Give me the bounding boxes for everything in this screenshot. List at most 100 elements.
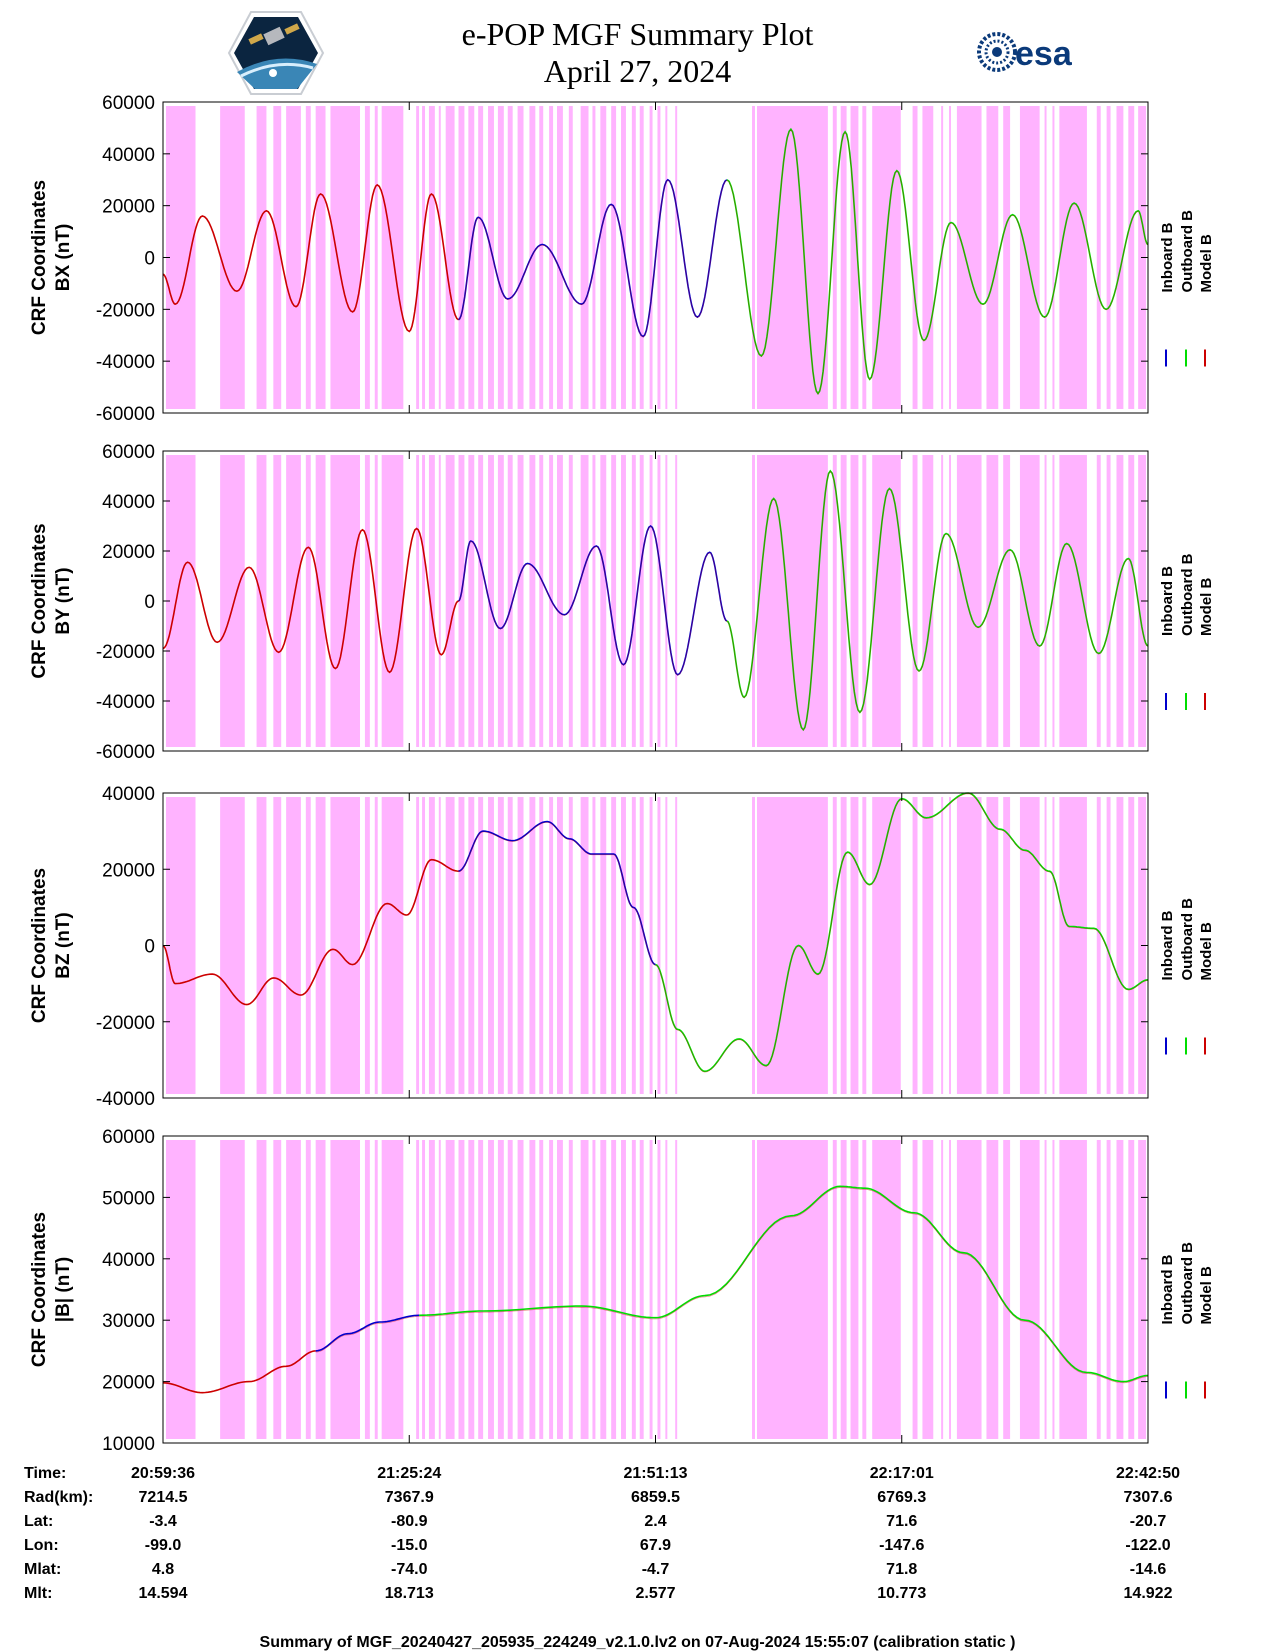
shaded-interval: [445, 106, 455, 409]
shaded-interval: [220, 106, 245, 409]
row-value: -4.7: [641, 1561, 670, 1578]
shaded-interval: [840, 1140, 847, 1439]
legend-label-outboard: Outboard B: [1179, 553, 1196, 636]
shaded-interval: [330, 106, 360, 409]
shaded-interval: [416, 455, 420, 747]
panel-4: 60000 50000 40000 30000 20000 10000 CRF Coordi…: [29, 1127, 1215, 1455]
shaded-interval: [220, 455, 245, 747]
y-tick-label: 0: [144, 592, 155, 613]
row-value: 10.773: [877, 1585, 927, 1602]
shaded-interval: [872, 455, 901, 747]
shaded-interval: [497, 797, 504, 1094]
legend-label-model: Model B: [1198, 234, 1215, 292]
legend-label-model: Model B: [1198, 578, 1215, 636]
shaded-interval: [374, 106, 378, 409]
y-tick-label: -20000: [96, 300, 155, 321]
y-tick-label: 30000: [102, 1311, 155, 1332]
shaded-interval: [1003, 106, 1011, 409]
shaded-interval: [1106, 106, 1111, 409]
shaded-interval: [422, 1140, 426, 1439]
y-axis-label-line1: CRF Coordinates: [29, 523, 50, 678]
series-model-b-overlay: [419, 1187, 1148, 1384]
shaded-interval: [850, 455, 859, 747]
legend-label-inboard: Inboard B: [1159, 1254, 1176, 1324]
shaded-interval: [273, 1140, 282, 1439]
shaded-interval: [529, 797, 536, 1094]
shaded-interval: [458, 1140, 465, 1439]
y-tick-label: 0: [144, 249, 155, 270]
y-tick-label: 10000: [102, 1434, 155, 1455]
shaded-interval: [631, 797, 636, 1094]
row-value: 4.8: [151, 1561, 175, 1578]
shaded-interval: [639, 455, 644, 747]
series-model-b: [162, 527, 459, 674]
y-tick-label: 0: [144, 937, 155, 958]
shaded-interval: [1128, 455, 1135, 747]
row-value: -15.0: [391, 1537, 428, 1554]
shaded-interval: [922, 797, 934, 1094]
shaded-interval: [956, 455, 982, 747]
y-axis-label: CRF Coordinates BZ (nT): [29, 868, 74, 1023]
shaded-interval: [840, 106, 847, 409]
y-tick-label: -20000: [96, 1013, 155, 1034]
legend-label-inboard: Inboard B: [1159, 910, 1176, 980]
shaded-interval: [315, 1140, 326, 1439]
shaded-interval: [657, 797, 661, 1094]
panel-1: 60000 40000 20000 0 -20000 -40000 -60000 CRF Co…: [29, 93, 1215, 425]
shaded-interval: [286, 1140, 301, 1439]
shaded-interval: [649, 797, 653, 1094]
shaded-interval: [665, 1140, 668, 1439]
shaded-interval: [912, 455, 918, 747]
shaded-interval: [600, 455, 607, 747]
series-model-b-overlay: [726, 129, 1149, 395]
shaded-interval: [422, 106, 426, 409]
shaded-interval: [986, 455, 999, 747]
shaded-interval: [752, 1140, 755, 1439]
shaded-interval: [529, 106, 536, 409]
shaded-interval: [165, 106, 196, 409]
row-value: 71.8: [886, 1561, 918, 1578]
row-value: 7214.5: [138, 1489, 188, 1506]
shaded-interval: [649, 106, 653, 409]
shaded-interval: [517, 455, 524, 747]
legend-label-model: Model B: [1198, 922, 1215, 980]
shaded-interval: [639, 1140, 644, 1439]
shaded-interval: [649, 455, 653, 747]
shaded-interval: [1044, 455, 1047, 747]
shaded-interval: [1044, 797, 1047, 1094]
shaded-interval: [922, 1140, 934, 1439]
cassiope-logo: [227, 11, 325, 95]
shaded-interval: [273, 106, 282, 409]
y-axis-label: CRF Coordinates BX (nT): [29, 180, 74, 335]
y-axis-label-line2: BZ (nT): [53, 912, 74, 978]
row-value: 2.577: [635, 1585, 676, 1602]
shaded-interval: [862, 797, 867, 1094]
shaded-interval: [468, 797, 475, 1094]
shaded-interval: [592, 1140, 596, 1439]
shaded-interval: [675, 1140, 678, 1439]
shaded-interval: [592, 106, 596, 409]
y-tick-label: 40000: [102, 784, 155, 805]
shaded-interval: [256, 106, 267, 409]
shaded-interval: [445, 797, 455, 1094]
shaded-interval: [756, 797, 828, 1094]
shaded-interval: [1003, 455, 1011, 747]
shaded-interval: [568, 797, 573, 1094]
shaded-interval: [631, 455, 636, 747]
row-value: 7367.9: [384, 1489, 434, 1506]
y-axis-label-line2: BX (nT): [53, 224, 74, 292]
shaded-interval: [286, 106, 301, 409]
legend-label-inboard: Inboard B: [1159, 566, 1176, 636]
shaded-interval: [621, 1140, 626, 1439]
shaded-interval: [872, 106, 901, 409]
row-value: 22:42:50: [1115, 1465, 1181, 1482]
shaded-interval: [1096, 455, 1101, 747]
y-tick-label: 20000: [102, 1373, 155, 1394]
row-value: -74.0: [391, 1561, 428, 1578]
y-axis-label-line2: |B| (nT): [53, 1257, 74, 1323]
shaded-interval: [756, 1140, 828, 1439]
shaded-interval: [949, 455, 951, 747]
y-tick-label: 60000: [102, 1127, 155, 1148]
shaded-interval: [1052, 455, 1055, 747]
shaded-interval: [568, 455, 573, 747]
